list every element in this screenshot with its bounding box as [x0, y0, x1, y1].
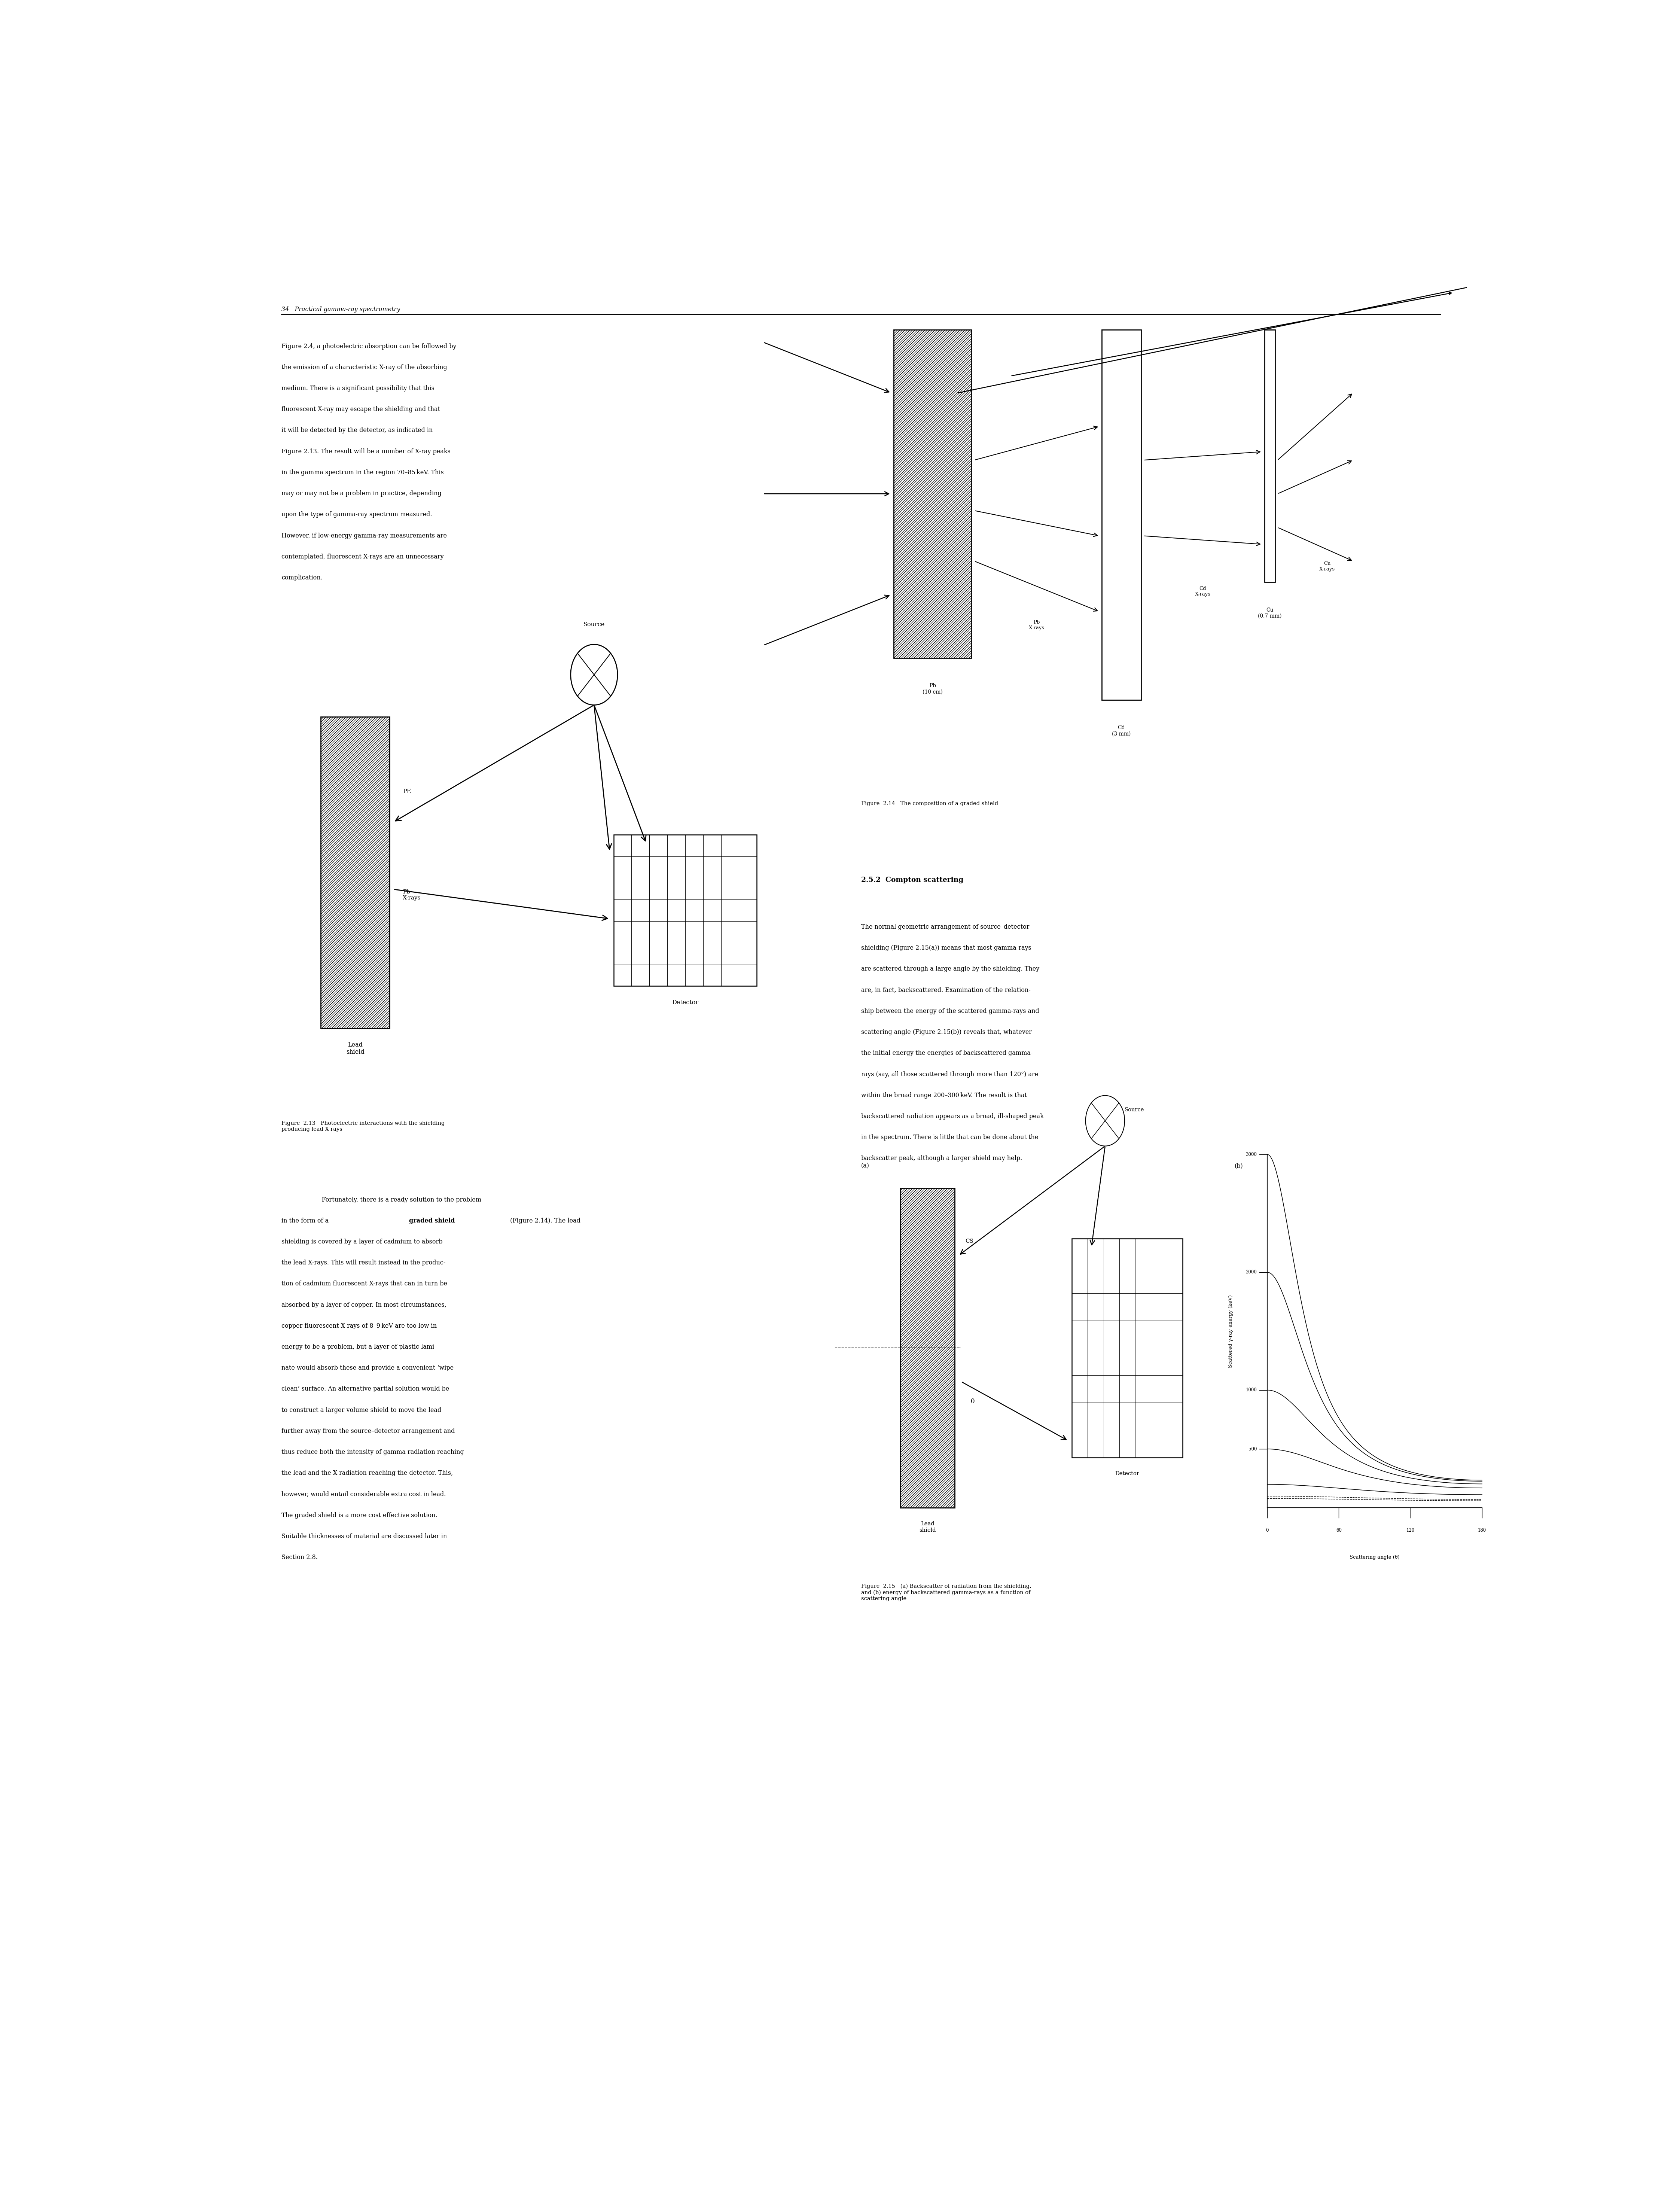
- Text: Detector: Detector: [1116, 1471, 1139, 1476]
- Text: Cd
(3 mm): Cd (3 mm): [1112, 726, 1131, 737]
- Text: in the gamma spectrum in the region 70–85 keV. This: in the gamma spectrum in the region 70–8…: [282, 470, 444, 477]
- Text: in the form of a: in the form of a: [282, 1218, 331, 1224]
- Text: backscattered radiation appears as a broad, ill-shaped peak: backscattered radiation appears as a bro…: [862, 1113, 1043, 1119]
- Text: the initial energy the energies of backscattered gamma-: the initial energy the energies of backs…: [862, 1049, 1033, 1056]
- Text: Source: Source: [583, 621, 605, 627]
- Text: 1000: 1000: [1245, 1388, 1257, 1392]
- Text: may or may not be a problem in practice, depending: may or may not be a problem in practice,…: [282, 490, 442, 496]
- Text: Scattering angle (θ): Scattering angle (θ): [1349, 1554, 1399, 1561]
- Text: the lead X-rays. This will result instead in the produc-: the lead X-rays. This will result instea…: [282, 1259, 445, 1266]
- Polygon shape: [894, 330, 971, 658]
- Text: complication.: complication.: [282, 575, 323, 581]
- Text: energy to be a problem, but a layer of plastic lami-: energy to be a problem, but a layer of p…: [282, 1344, 437, 1351]
- Text: (a): (a): [862, 1163, 869, 1170]
- Text: upon the type of gamma-ray spectrum measured.: upon the type of gamma-ray spectrum meas…: [282, 512, 432, 518]
- Polygon shape: [321, 717, 390, 1027]
- Text: copper fluorescent X-rays of 8–9 keV are too low in: copper fluorescent X-rays of 8–9 keV are…: [282, 1323, 437, 1329]
- Text: Detector: Detector: [672, 999, 699, 1006]
- Text: Lead
shield: Lead shield: [919, 1521, 936, 1532]
- Bar: [1072, 1239, 1183, 1458]
- Text: medium. There is a significant possibility that this: medium. There is a significant possibili…: [282, 385, 435, 391]
- Text: Fortunately, there is a ready solution to the problem: Fortunately, there is a ready solution t…: [314, 1196, 482, 1202]
- Polygon shape: [1265, 330, 1275, 581]
- Text: Cu
(0.7 mm): Cu (0.7 mm): [1258, 608, 1282, 619]
- Text: PE: PE: [403, 789, 412, 796]
- Text: The graded shield is a more cost effective solution.: The graded shield is a more cost effecti…: [282, 1513, 437, 1519]
- Text: Lead
shield: Lead shield: [346, 1043, 365, 1056]
- Text: Suitable thicknesses of material are discussed later in: Suitable thicknesses of material are dis…: [282, 1532, 447, 1539]
- Text: (Figure 2.14). The lead: (Figure 2.14). The lead: [507, 1218, 580, 1224]
- Text: scattering angle (Figure 2.15(b)) reveals that, whatever: scattering angle (Figure 2.15(b)) reveal…: [862, 1030, 1032, 1036]
- Text: thus reduce both the intensity of gamma radiation reaching: thus reduce both the intensity of gamma …: [282, 1449, 464, 1456]
- Text: backscatter peak, although a larger shield may help.: backscatter peak, although a larger shie…: [862, 1154, 1021, 1161]
- Text: Cd
X-rays: Cd X-rays: [1194, 586, 1211, 597]
- Text: 2.5.2  Compton scattering: 2.5.2 Compton scattering: [862, 877, 963, 883]
- Text: 34   Practical gamma-ray spectrometry: 34 Practical gamma-ray spectrometry: [282, 306, 400, 313]
- Text: nate would absorb these and provide a convenient ‘wipe-: nate would absorb these and provide a co…: [282, 1364, 455, 1371]
- Text: Figure 2.13. The result will be a number of X-ray peaks: Figure 2.13. The result will be a number…: [282, 448, 450, 455]
- Text: 2000: 2000: [1245, 1270, 1257, 1274]
- Text: to construct a larger volume shield to move the lead: to construct a larger volume shield to m…: [282, 1408, 442, 1414]
- Text: are scattered through a large angle by the shielding. They: are scattered through a large angle by t…: [862, 966, 1040, 973]
- Text: the emission of a characteristic X-ray of the absorbing: the emission of a characteristic X-ray o…: [282, 365, 447, 369]
- Text: rays (say, all those scattered through more than 120°) are: rays (say, all those scattered through m…: [862, 1071, 1038, 1078]
- Text: Figure 2.4, a photoelectric absorption can be followed by: Figure 2.4, a photoelectric absorption c…: [282, 343, 457, 350]
- Text: Figure  2.13   Photoelectric interactions with the shielding
producing lead X-ra: Figure 2.13 Photoelectric interactions w…: [282, 1121, 445, 1132]
- Text: 3000: 3000: [1245, 1152, 1257, 1156]
- Text: 180: 180: [1478, 1528, 1487, 1532]
- Text: Section 2.8.: Section 2.8.: [282, 1554, 318, 1561]
- Text: Figure  2.15   (a) Backscatter of radiation from the shielding,
and (b) energy o: Figure 2.15 (a) Backscatter of radiation…: [862, 1583, 1032, 1602]
- Text: Cu
X-rays: Cu X-rays: [1319, 562, 1336, 571]
- Text: tion of cadmium fluorescent X-rays that can in turn be: tion of cadmium fluorescent X-rays that …: [282, 1281, 447, 1288]
- Text: further away from the source–detector arrangement and: further away from the source–detector ar…: [282, 1427, 455, 1434]
- Polygon shape: [1102, 330, 1141, 700]
- Text: absorbed by a layer of copper. In most circumstances,: absorbed by a layer of copper. In most c…: [282, 1301, 447, 1307]
- Polygon shape: [900, 1187, 954, 1508]
- Text: CS: CS: [966, 1239, 973, 1244]
- Text: Pb
X-rays: Pb X-rays: [403, 890, 420, 901]
- Text: clean’ surface. An alternative partial solution would be: clean’ surface. An alternative partial s…: [282, 1386, 450, 1392]
- Bar: [613, 835, 756, 986]
- Text: 500: 500: [1248, 1447, 1257, 1452]
- Text: graded shield: graded shield: [410, 1218, 455, 1224]
- Text: However, if low-energy gamma-ray measurements are: However, if low-energy gamma-ray measure…: [282, 533, 447, 538]
- Text: within the broad range 200–300 keV. The result is that: within the broad range 200–300 keV. The …: [862, 1093, 1026, 1100]
- Text: in the spectrum. There is little that can be done about the: in the spectrum. There is little that ca…: [862, 1135, 1038, 1141]
- Text: however, would entail considerable extra cost in lead.: however, would entail considerable extra…: [282, 1491, 447, 1497]
- Text: 0: 0: [1265, 1528, 1268, 1532]
- Text: contemplated, fluorescent X-rays are an unnecessary: contemplated, fluorescent X-rays are an …: [282, 553, 444, 560]
- Text: ship between the energy of the scattered gamma-rays and: ship between the energy of the scattered…: [862, 1008, 1038, 1014]
- Text: The normal geometric arrangement of source–detector-: The normal geometric arrangement of sour…: [862, 925, 1032, 931]
- Text: shielding (Figure 2.15(a)) means that most gamma-rays: shielding (Figure 2.15(a)) means that mo…: [862, 944, 1032, 951]
- Text: 120: 120: [1406, 1528, 1415, 1532]
- Text: Source: Source: [1124, 1106, 1144, 1113]
- Text: Pb
(10 cm): Pb (10 cm): [922, 682, 942, 695]
- Text: θ: θ: [971, 1399, 974, 1406]
- Text: (b): (b): [1235, 1163, 1243, 1170]
- Text: shielding is covered by a layer of cadmium to absorb: shielding is covered by a layer of cadmi…: [282, 1239, 444, 1246]
- Text: fluorescent X-ray may escape the shielding and that: fluorescent X-ray may escape the shieldi…: [282, 407, 440, 413]
- Text: Scattered γ-ray energy (keV): Scattered γ-ray energy (keV): [1228, 1294, 1233, 1368]
- Text: it will be detected by the detector, as indicated in: it will be detected by the detector, as …: [282, 426, 433, 433]
- Text: Figure  2.14   The composition of a graded shield: Figure 2.14 The composition of a graded …: [862, 800, 998, 807]
- Text: Pb
X-rays: Pb X-rays: [1028, 621, 1045, 630]
- Text: are, in fact, backscattered. Examination of the relation-: are, in fact, backscattered. Examination…: [862, 986, 1030, 992]
- Text: 60: 60: [1336, 1528, 1342, 1532]
- Text: the lead and the X-radiation reaching the detector. This,: the lead and the X-radiation reaching th…: [282, 1469, 454, 1476]
